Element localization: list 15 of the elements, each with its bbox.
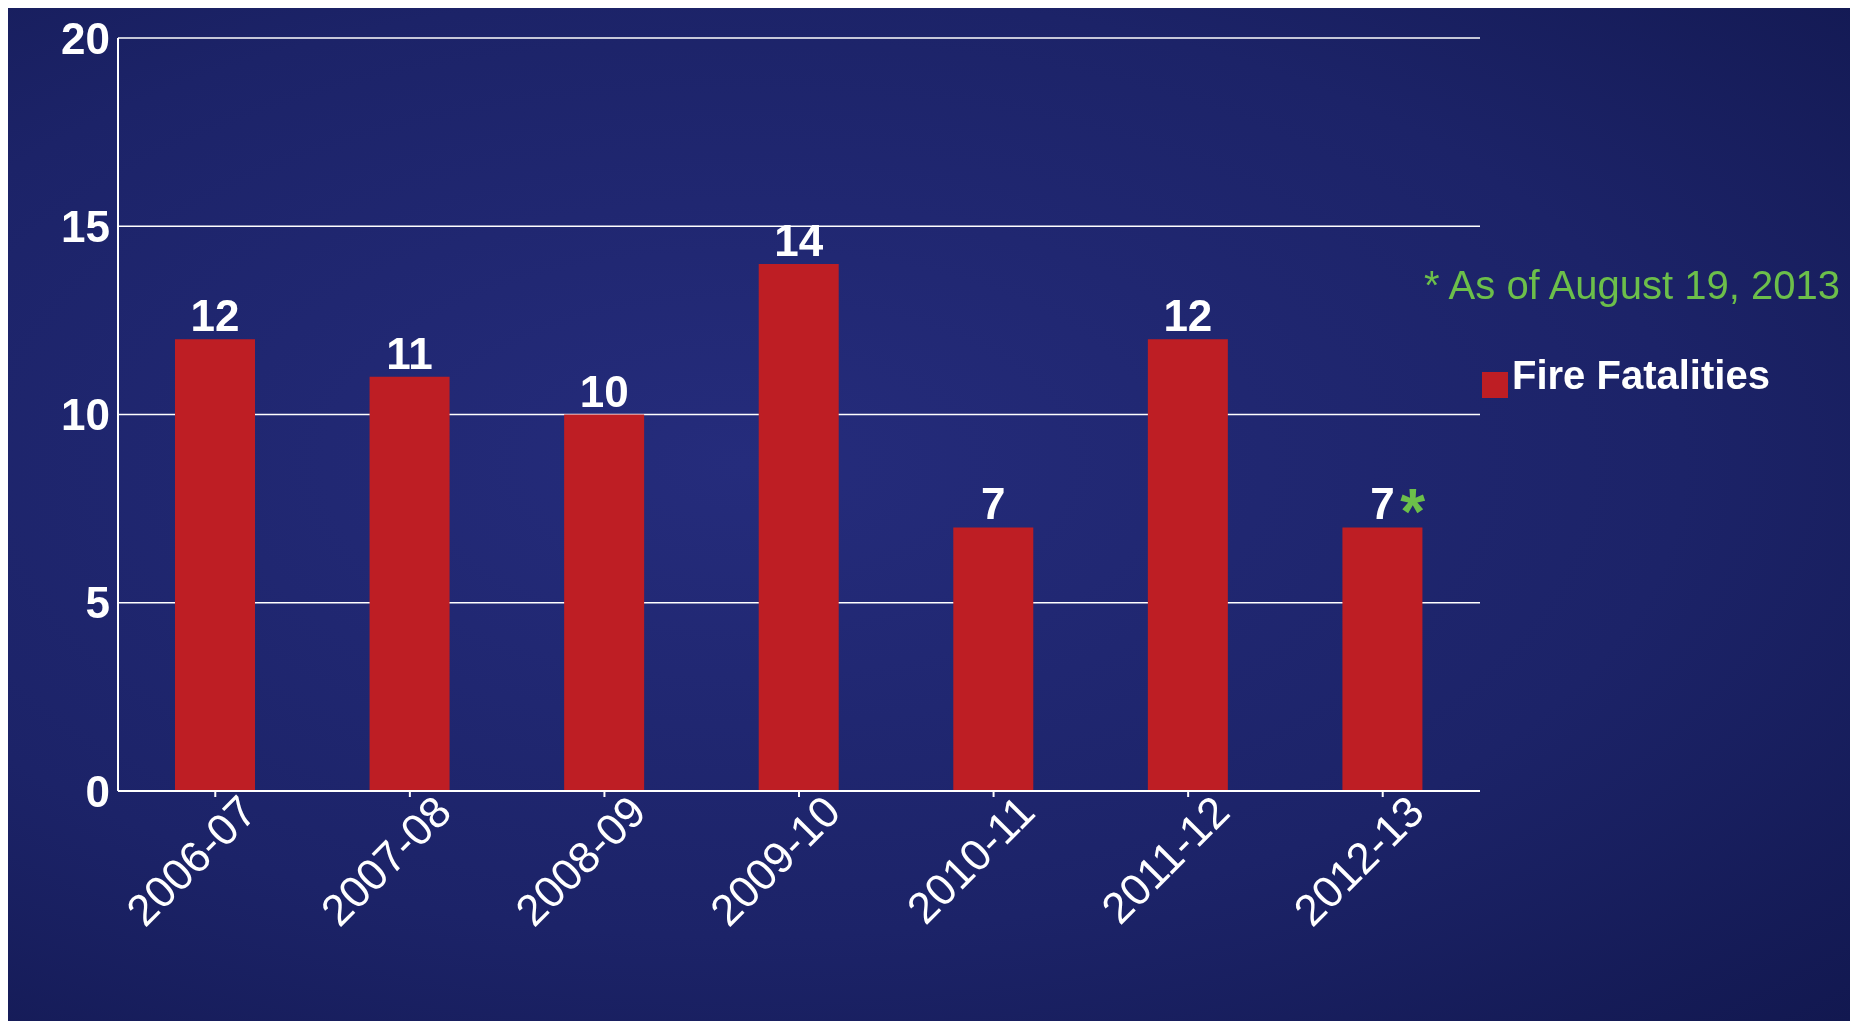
data-label: 7 bbox=[1370, 479, 1395, 529]
data-label: 12 bbox=[190, 291, 240, 341]
legend-label: Fire Fatalities bbox=[1512, 353, 1770, 397]
y-tick-label: 0 bbox=[85, 766, 110, 816]
annotation: * bbox=[1400, 476, 1426, 549]
data-label: 10 bbox=[579, 366, 629, 416]
data-label: 12 bbox=[1163, 291, 1213, 341]
y-tick-label: 5 bbox=[85, 578, 110, 628]
y-tick-label: 20 bbox=[61, 13, 110, 63]
data-label: 11 bbox=[386, 328, 433, 378]
annotation: * As of August 19, 2013 bbox=[1424, 263, 1840, 308]
data-label: 7 bbox=[981, 479, 1006, 529]
y-tick-label: 15 bbox=[61, 201, 110, 251]
y-tick-label: 10 bbox=[61, 390, 110, 440]
data-label: 14 bbox=[774, 215, 824, 265]
